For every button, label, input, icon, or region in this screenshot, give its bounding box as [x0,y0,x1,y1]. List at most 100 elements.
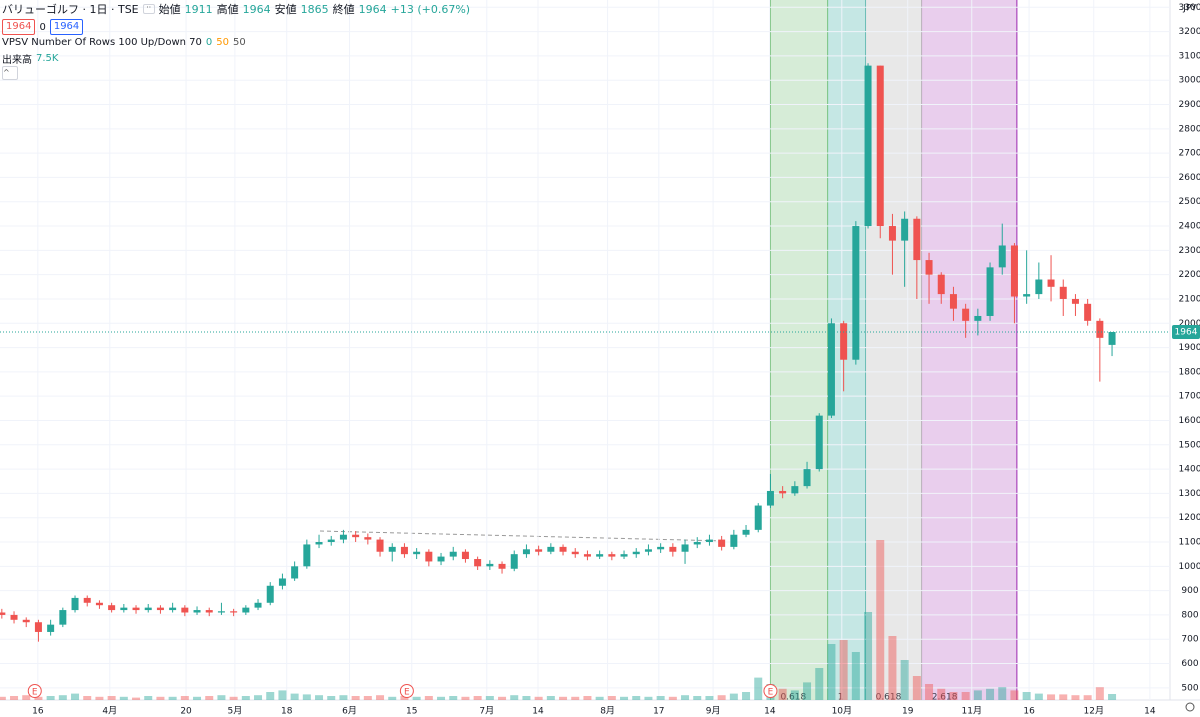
volume-bar [742,692,751,700]
candle-body [547,546,555,552]
y-tick-label: 2900 [1179,100,1200,110]
candle-body [815,415,823,470]
fib-band [921,0,1017,700]
earnings-label: E [768,688,774,698]
volume-bar [1059,694,1068,700]
volume-bar [461,696,470,700]
y-tick-label: 2300 [1179,246,1200,256]
candle-body [852,226,860,360]
candle-body [998,245,1006,268]
candle-body [535,549,543,552]
y-tick-label: 800 [1181,610,1198,620]
candle-body [1096,320,1104,338]
y-tick-label: 2700 [1179,149,1200,159]
candle-body [803,469,811,487]
candle-body [620,554,628,557]
volume-bar [571,696,580,700]
hide-legend-btn[interactable]: ^ [2,66,18,80]
y-tick-label: 3200 [1179,27,1200,37]
candle-body [144,607,152,611]
candle-body [913,218,921,261]
volume-bar [290,693,299,700]
candle-body [59,610,67,625]
settings-icon[interactable] [1185,702,1195,712]
fib-band [770,0,828,700]
y-tick-label: 600 [1181,659,1198,669]
volume-bar [156,696,165,700]
symbol: バリューゴルフ · 1日 · TSE [2,3,139,16]
volume-bar [254,695,263,700]
volume-bar [656,696,665,700]
volume-bar [71,693,80,700]
candle-body [644,549,652,552]
volume-bar [327,696,336,700]
x-tick-label: 5月 [227,706,242,717]
background-layer: 0.618 1 0.618 2.618 [0,0,1170,703]
y-tick-label: 2600 [1179,173,1200,183]
candle-body [10,614,18,620]
ohlc-label: 高値 [216,3,239,16]
y-tick-label: 2200 [1179,270,1200,280]
spread: 0 [39,21,46,33]
candle-body [327,539,335,543]
volume-bar [851,652,860,700]
x-tick-label: 9月 [706,706,721,717]
volume-bar [83,696,92,700]
x-tick-label: 14 [1144,707,1156,717]
volume-bar [351,696,360,700]
candle-body [352,534,360,538]
volume-bar [705,696,714,700]
y-tick-label: 3300 [1179,3,1200,13]
candle-body [303,544,311,567]
x-tick-label: 15 [406,707,417,717]
volume-bar [1108,694,1117,700]
legend-row: バリューゴルフ · 1日 · TSE ·· 始値 1911 高値 1964 安値 18… [2,1,470,17]
volume-bar [180,696,189,700]
candle-body [510,554,518,569]
candle-body [876,65,884,227]
candle-body [1023,294,1031,297]
candle-body [95,602,103,606]
candle-body [437,556,445,562]
x-tick-label: 11月 [962,706,982,717]
volume-bar [1034,693,1043,700]
volume-bar [22,695,31,700]
x-tick-label: 4月 [102,706,117,717]
volume-bar [437,696,446,700]
x-tick-label: 16 [32,707,44,717]
bid-box: 1964 [2,19,36,35]
candle-body [413,551,421,555]
volume-bar [937,688,946,700]
candle-body [657,546,665,550]
y-tick-label: 700 [1181,635,1198,645]
candle-body [705,539,713,543]
earnings-marker [399,684,414,698]
price-boxes: 1964 0 1964 [2,19,84,35]
y-tick-label: 2400 [1179,222,1200,232]
volume-bar [888,636,897,700]
change: +13 (+0.67%) [390,2,471,16]
ohlc-label: 始値 [158,3,181,16]
candle-body [376,539,384,552]
candle-body [669,546,677,552]
x-tick-label: 8月 [600,706,615,717]
y-tick-label: 2000 [1179,319,1200,329]
collapse-btn[interactable]: ·· [142,4,155,14]
candle-body [754,505,762,530]
volume-bar [876,540,885,700]
candle-body [425,551,433,562]
candle-body [1071,298,1079,304]
candle-body [608,554,616,557]
volume-bar [803,682,812,700]
volume-bar [949,692,958,700]
candle-body [242,607,250,613]
volume-bar [522,696,531,700]
y-tick-label: 1600 [1179,416,1200,426]
volume-bar [864,612,873,700]
volume-bar [144,696,153,700]
y-tick-label: 2500 [1179,197,1200,207]
candle-body [730,534,738,547]
volume-bar [0,696,6,700]
volume-bar [546,696,555,700]
